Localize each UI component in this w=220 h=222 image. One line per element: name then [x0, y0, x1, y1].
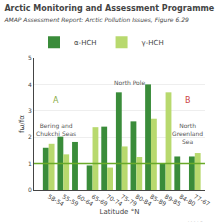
svg-text:0: 0 [28, 186, 32, 193]
svg-text:65-69: 65-69 [91, 193, 110, 208]
svg-text:α-HCH: α-HCH [74, 39, 97, 47]
svg-text:NorthGreenlandSea: NorthGreenlandSea [172, 122, 203, 145]
svg-text:γ-HCH: γ-HCH [142, 39, 164, 47]
svg-text:80-84: 80-84 [134, 193, 153, 208]
svg-text:58-54: 58-54 [47, 193, 66, 208]
svg-text:4: 4 [28, 81, 32, 88]
svg-text:AMAP: AMAP [185, 220, 203, 222]
svg-text:5: 5 [28, 54, 32, 61]
svg-text:Bering andChukchi Seas: Bering andChukchi Seas [36, 122, 76, 137]
svg-text:North Pole: North Pole [114, 79, 145, 86]
svg-text:1: 1 [28, 160, 32, 167]
svg-text:85-89: 85-89 [149, 193, 168, 208]
svg-text:55-59: 55-59 [61, 193, 80, 208]
svg-text:Arctic Monitoring and Assessme: Arctic Monitoring and Assessment Program… [3, 4, 214, 23]
svg-text:60-64: 60-64 [76, 193, 95, 208]
svg-text:B: B [185, 96, 191, 105]
svg-text:fω/fα: fω/fα [18, 115, 26, 133]
svg-text:A: A [53, 96, 59, 105]
svg-text:77-67: 77-67 [193, 193, 212, 208]
svg-text:70-74: 70-74 [105, 193, 124, 208]
svg-text:2: 2 [28, 133, 32, 140]
svg-text:89-85: 89-85 [164, 193, 183, 208]
svg-text:84-80: 84-80 [178, 193, 197, 208]
svg-text:3: 3 [28, 107, 32, 114]
svg-text:75-79: 75-79 [120, 193, 139, 208]
svg-text:Latitude °N: Latitude °N [100, 208, 140, 216]
